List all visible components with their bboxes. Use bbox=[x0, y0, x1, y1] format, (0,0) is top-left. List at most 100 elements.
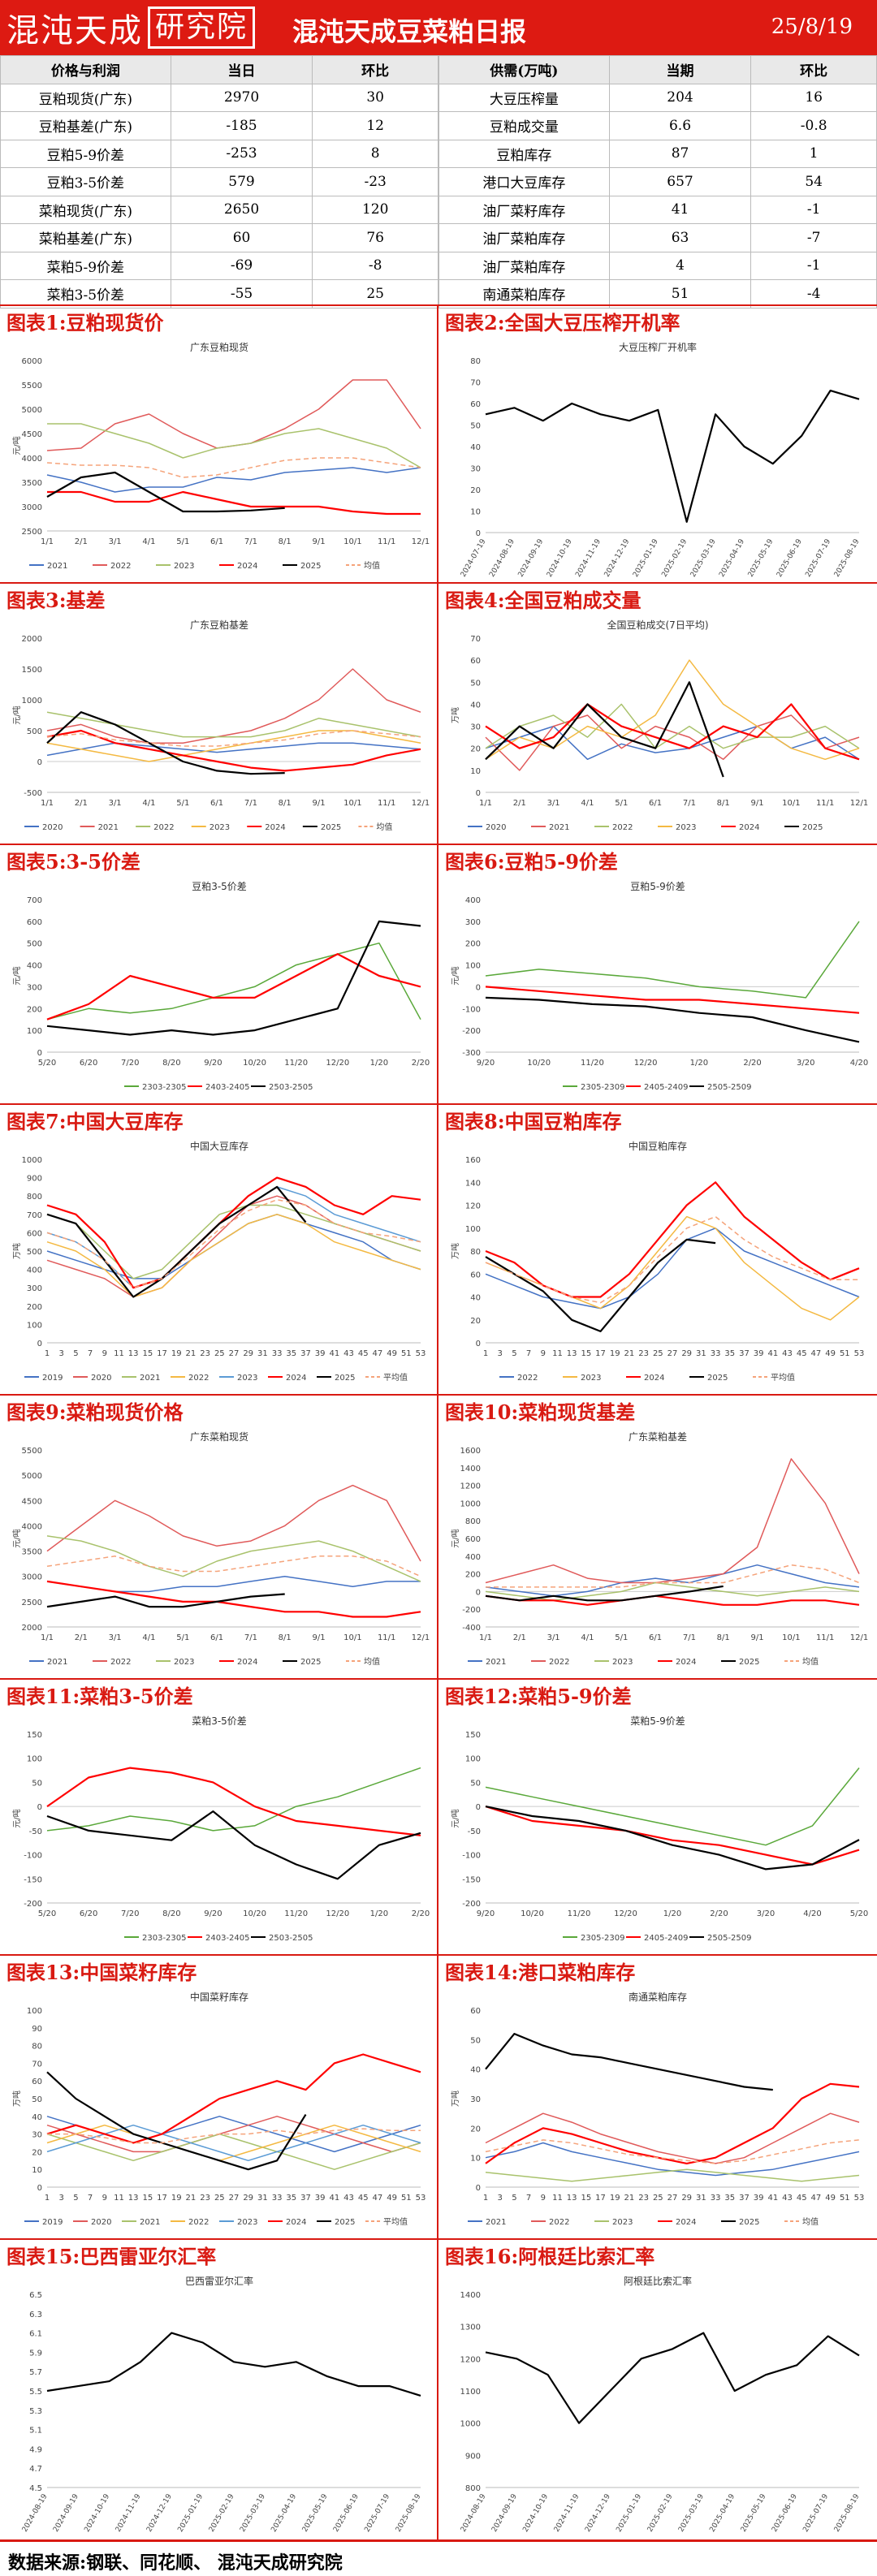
x-tick-label: 5/1 bbox=[176, 1633, 189, 1642]
x-tick-label: 10/20 bbox=[243, 1909, 266, 1918]
series-line-2023 bbox=[46, 1186, 421, 1288]
x-tick-label: 8/1 bbox=[717, 1633, 730, 1642]
legend-label: 2025 bbox=[321, 823, 341, 832]
y-tick-label: 1400 bbox=[460, 2291, 481, 2300]
y-tick-label: 0 bbox=[37, 1049, 42, 1058]
x-tick-label: 9/1 bbox=[750, 799, 763, 808]
x-tick-label: 3/20 bbox=[797, 1059, 814, 1068]
x-tick-label: 53 bbox=[416, 2194, 426, 2203]
table-header: 价格与利润 bbox=[0, 55, 171, 84]
x-tick-label: 5/1 bbox=[176, 537, 189, 546]
y-tick-label: 10 bbox=[470, 767, 481, 776]
y-tick-label: -100 bbox=[24, 1852, 42, 1861]
x-tick-label: 10/20 bbox=[527, 1059, 551, 1068]
table-cell: -253 bbox=[170, 139, 313, 168]
y-tick-label: -50 bbox=[468, 1827, 481, 1836]
legend-label: 2022 bbox=[110, 562, 131, 571]
legend-label: 2023 bbox=[174, 1658, 194, 1667]
y-axis-label: 元/吨 bbox=[450, 966, 460, 985]
x-tick-label: 12/1 bbox=[850, 799, 868, 808]
series-line-2023 bbox=[46, 1535, 421, 1582]
chart-caption: 图表11:菜粕3-5价差 bbox=[6, 1685, 193, 1708]
chart-title: 阿根廷比索汇率 bbox=[624, 2275, 692, 2287]
series-line-2024 bbox=[46, 729, 421, 772]
table-cell: -8 bbox=[312, 251, 438, 280]
x-tick-label: 11 bbox=[552, 1349, 563, 1358]
x-tick-label: 9 bbox=[541, 2194, 546, 2203]
y-tick-label: 30 bbox=[470, 465, 481, 474]
legend-label: 2021 bbox=[486, 2218, 506, 2227]
y-tick-label: -300 bbox=[462, 1049, 481, 1058]
x-tick-label: 2025-02-19 bbox=[646, 2492, 675, 2533]
series-line-2022 bbox=[485, 1458, 860, 1584]
x-tick-label: 3 bbox=[59, 1349, 64, 1358]
y-axis-label: 元/吨 bbox=[11, 1529, 22, 1547]
table-header: 当日 bbox=[170, 55, 313, 84]
x-tick-label: 51 bbox=[401, 2194, 412, 2203]
x-tick-label: 1 bbox=[483, 2194, 488, 2203]
y-tick-label: 40 bbox=[470, 701, 481, 710]
series-line-汇率 bbox=[485, 2332, 860, 2424]
x-tick-label: 9/1 bbox=[750, 1633, 763, 1642]
y-tick-label: 600 bbox=[27, 1229, 42, 1238]
y-tick-label: 40 bbox=[470, 1294, 481, 1303]
y-axis-label: 元/吨 bbox=[11, 436, 22, 455]
x-tick-label: 31 bbox=[696, 2194, 706, 2203]
series-line-2024 bbox=[46, 1176, 421, 1289]
y-tick-label: 20 bbox=[470, 745, 481, 754]
table-cell: 豆粕3-5价差 bbox=[0, 167, 171, 196]
table-row: 菜粕3-5价差 -55 25 bbox=[0, 279, 438, 309]
y-tick-label: -50 bbox=[29, 1827, 42, 1836]
x-tick-label: 4/1 bbox=[581, 1633, 594, 1642]
y-tick-label: 1200 bbox=[460, 1482, 481, 1491]
x-tick-label: 8/20 bbox=[162, 1059, 180, 1068]
table-cell: 油厂菜粕库存 bbox=[438, 251, 610, 280]
x-tick-label: 47 bbox=[811, 2194, 822, 2203]
x-tick-label: 1/1 bbox=[479, 1633, 492, 1642]
y-tick-label: -500 bbox=[24, 789, 42, 798]
y-tick-label: 2500 bbox=[22, 1599, 42, 1607]
y-tick-label: 20 bbox=[32, 2148, 42, 2157]
legend-label: 2025 bbox=[802, 823, 823, 832]
data-source: 数据来源:钢联、同花顺、 混沌天成研究院 bbox=[0, 2539, 877, 2576]
y-tick-label: 100 bbox=[465, 1755, 481, 1764]
series-line-2025 bbox=[46, 471, 285, 513]
table-cell: 豆粕基差(广东) bbox=[0, 111, 171, 140]
table-cell: 120 bbox=[312, 195, 438, 224]
y-tick-label: 160 bbox=[465, 1156, 481, 1165]
y-tick-label: 140 bbox=[465, 1179, 481, 1188]
y-tick-label: 100 bbox=[465, 962, 481, 971]
series-line-2021 bbox=[46, 668, 421, 744]
header: 混沌天成 研究院 混沌天成豆菜粕日报 25/8/19 bbox=[0, 0, 877, 55]
x-tick-label: 37 bbox=[739, 1349, 750, 1358]
chart-title: 广东菜粕现货 bbox=[190, 1430, 248, 1443]
x-tick-label: 10/1 bbox=[782, 799, 800, 808]
series-line-2023 bbox=[46, 2124, 421, 2162]
table-header: 环比 bbox=[312, 55, 438, 84]
legend-label: 2303-2305 bbox=[142, 1083, 187, 1092]
table-cell: 大豆压榨量 bbox=[438, 83, 610, 112]
series-line-2025 bbox=[46, 711, 285, 775]
x-tick-label: 49 bbox=[387, 2194, 397, 2203]
y-tick-label: 2500 bbox=[22, 528, 42, 537]
x-tick-label: 45 bbox=[358, 1349, 369, 1358]
legend-label: 2021 bbox=[549, 823, 569, 832]
legend-label: 2024 bbox=[286, 1374, 306, 1383]
table-cell: 油厂菜籽库存 bbox=[438, 195, 610, 224]
section-divider bbox=[438, 582, 877, 584]
series-line-2024 bbox=[485, 1594, 860, 1606]
y-tick-label: 900 bbox=[465, 2452, 481, 2461]
table-row: 豆粕库存 87 1 bbox=[438, 139, 877, 168]
y-tick-label: 0 bbox=[476, 1588, 481, 1597]
table-header: 环比 bbox=[750, 55, 877, 84]
section-divider bbox=[438, 844, 877, 845]
x-tick-label: 35 bbox=[724, 1349, 735, 1358]
x-tick-label: 5/1 bbox=[615, 1633, 628, 1642]
legend-label: 2021 bbox=[486, 1658, 506, 1667]
x-tick-label: 25 bbox=[653, 2194, 663, 2203]
x-tick-label: 11 bbox=[114, 2194, 124, 2203]
x-tick-label: 5/20 bbox=[850, 1909, 868, 1918]
series-line-均值 bbox=[485, 2139, 860, 2164]
legend-label: 2022 bbox=[517, 1374, 538, 1383]
